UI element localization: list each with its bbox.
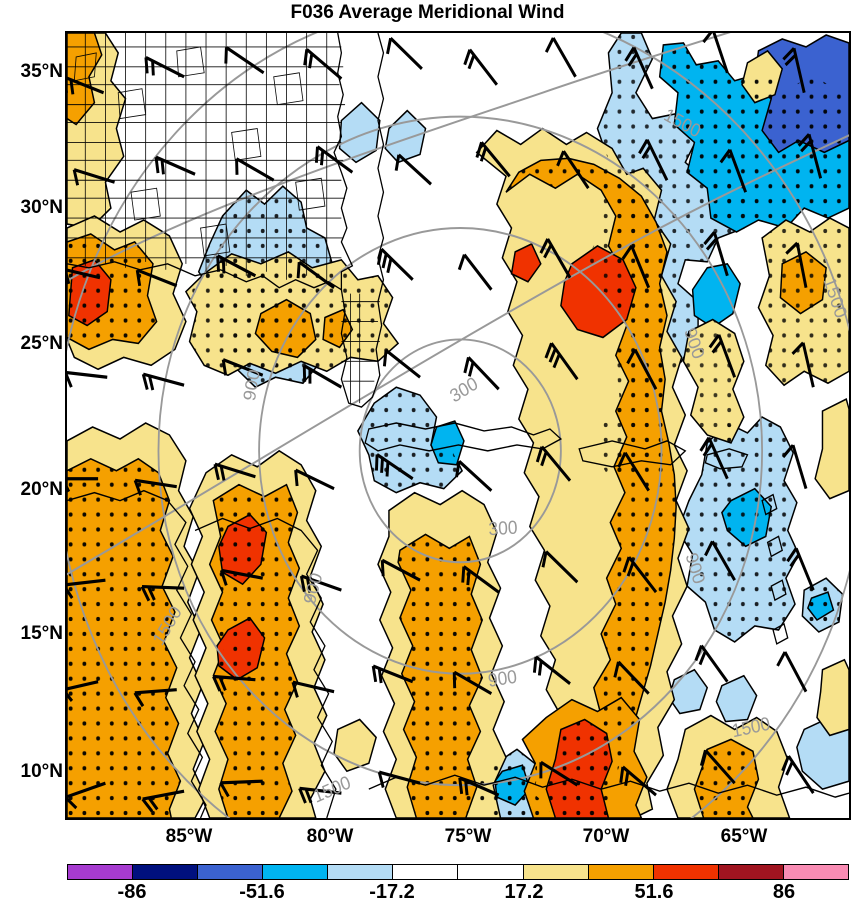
stipple-overlay [67, 33, 849, 818]
colorbar-segment-8 [588, 865, 654, 879]
colorbar-segment-2 [198, 865, 264, 879]
page-title: F036 Average Meridional Wind [290, 2, 565, 23]
colorbar-label-neg516: -51.6 [239, 881, 285, 903]
contour-label: 900 [487, 666, 518, 691]
y-axis-tick-15n: 15°N [20, 623, 63, 644]
x-axis-tick-70w: 70°W [582, 826, 630, 847]
y-axis-tick-10n: 10°N [20, 761, 63, 782]
geography-outlines [67, 33, 849, 818]
colorbar-segment-7 [523, 865, 589, 879]
colorbar-label-neg86: -86 [117, 881, 147, 903]
colorbar-segment-3 [263, 865, 329, 879]
meridional-wind-map: 1500 1500 1500 1500 1500 900 900 900 900… [67, 33, 849, 818]
wind-barbs [67, 33, 823, 813]
county-boundaries [67, 33, 380, 404]
colorbar-segment-1 [133, 865, 199, 879]
colorbar-segment-9 [653, 865, 719, 879]
x-axis-tick-75w: 75°W [444, 826, 492, 847]
colorbar-segment-0 [68, 865, 134, 879]
colorbar-label-pos516: 51.6 [634, 881, 674, 903]
colorbar-segment-4 [328, 865, 394, 879]
colorbar[interactable] [67, 864, 849, 880]
x-axis-tick-80w: 80°W [306, 826, 354, 847]
colorbar-label-neg172: -17.2 [369, 881, 415, 903]
y-axis-tick-30n: 30°N [20, 197, 63, 218]
contour-label: 300 [488, 517, 518, 539]
contour-label: 900 [240, 368, 264, 403]
colorbar-segment-5 [393, 865, 459, 879]
map-plot-area[interactable]: 1500 1500 1500 1500 1500 900 900 900 900… [65, 31, 851, 820]
y-axis-tick-20n: 20°N [20, 479, 63, 500]
colorbar-label-pos86: 86 [772, 881, 796, 903]
x-axis-tick-85w: 85°W [165, 826, 213, 847]
x-axis-tick-65w: 65°W [720, 826, 768, 847]
colorbar-segment-10 [718, 865, 784, 879]
height-contours [67, 33, 849, 818]
y-axis-tick-35n: 35°N [20, 61, 63, 82]
colorbar-segment-11 [783, 865, 848, 879]
colorbar-label-pos172: 17.2 [504, 881, 544, 903]
y-axis-tick-25n: 25°N [20, 333, 63, 354]
colorbar-segment-6 [458, 865, 524, 879]
